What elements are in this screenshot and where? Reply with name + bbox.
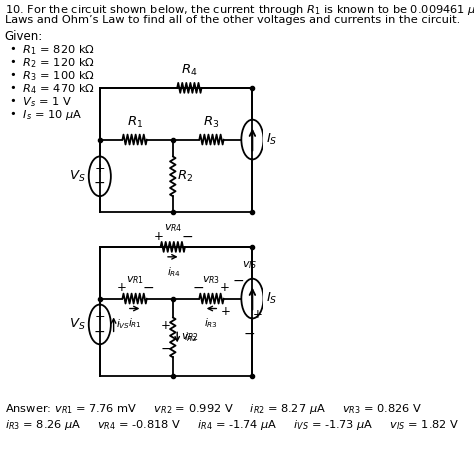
- Text: •  $R_2$ = 120 k$\Omega$: • $R_2$ = 120 k$\Omega$: [9, 56, 95, 70]
- Text: •  $V_s$ = 1 V: • $V_s$ = 1 V: [9, 95, 73, 109]
- Text: Laws and Ohm’s Law to find all of the other voltages and currents in the circuit: Laws and Ohm’s Law to find all of the ot…: [5, 15, 460, 25]
- Text: −: −: [192, 281, 204, 295]
- Text: $i_{R2}$: $i_{R2}$: [184, 330, 198, 344]
- Text: $i_{VS}$: $i_{VS}$: [116, 318, 130, 331]
- Text: −: −: [244, 326, 255, 340]
- Text: +: +: [253, 308, 263, 321]
- Text: +: +: [161, 319, 171, 332]
- Text: −: −: [94, 176, 106, 190]
- Text: $v_{R1}$: $v_{R1}$: [126, 274, 144, 286]
- Text: 10. For the circuit shown below, the current through $R_1$ is known to be 0.0094: 10. For the circuit shown below, the cur…: [5, 3, 474, 17]
- Text: $i_{R1}$: $i_{R1}$: [128, 316, 142, 330]
- Text: $i_{R4}$: $i_{R4}$: [167, 265, 181, 279]
- Text: $i_{R3}$ = 8.26 $\mu$A     $v_{R4}$ = -0.818 V     $i_{R4}$ = -1.74 $\mu$A     $: $i_{R3}$ = 8.26 $\mu$A $v_{R4}$ = -0.818…: [5, 418, 459, 432]
- Text: $v_{IS}$: $v_{IS}$: [242, 259, 257, 271]
- Text: −: −: [142, 281, 154, 295]
- Text: $i_{R3}$: $i_{R3}$: [204, 316, 219, 330]
- Text: −: −: [160, 342, 172, 356]
- Text: +: +: [94, 162, 105, 175]
- Text: −: −: [94, 324, 106, 338]
- Text: +: +: [221, 305, 231, 318]
- Text: $v_{R4}$: $v_{R4}$: [164, 222, 182, 234]
- Text: −: −: [182, 230, 193, 244]
- Text: +: +: [154, 230, 164, 244]
- Text: $R_3$: $R_3$: [203, 115, 219, 130]
- Text: •  $R_4$ = 470 k$\Omega$: • $R_4$ = 470 k$\Omega$: [9, 82, 95, 96]
- Text: Answer: $v_{R1}$ = 7.76 mV     $v_{R2}$ = 0.992 V     $i_{R2}$ = 8.27 $\mu$A    : Answer: $v_{R1}$ = 7.76 mV $v_{R2}$ = 0.…: [5, 402, 422, 416]
- Text: $v_{R3}$: $v_{R3}$: [202, 274, 220, 286]
- Text: +: +: [220, 281, 230, 294]
- Text: $R_4$: $R_4$: [181, 63, 198, 78]
- Text: $I_S$: $I_S$: [266, 291, 278, 306]
- Text: •  $I_s$ = 10 $\mu$A: • $I_s$ = 10 $\mu$A: [9, 108, 82, 122]
- Text: $R_2$: $R_2$: [177, 169, 193, 184]
- Text: •  $R_1$ = 820 k$\Omega$: • $R_1$ = 820 k$\Omega$: [9, 43, 95, 57]
- Text: $V_S$: $V_S$: [69, 169, 86, 184]
- Text: $V_S$: $V_S$: [69, 317, 86, 332]
- Text: $v_{R2}$: $v_{R2}$: [181, 331, 199, 343]
- Text: $I_S$: $I_S$: [266, 132, 278, 147]
- Text: Given:: Given:: [5, 30, 43, 43]
- Text: −: −: [232, 274, 244, 287]
- Text: •  $R_3$ = 100 k$\Omega$: • $R_3$ = 100 k$\Omega$: [9, 69, 95, 83]
- Text: +: +: [117, 281, 126, 294]
- Text: $R_1$: $R_1$: [127, 115, 143, 130]
- Text: +: +: [94, 310, 105, 323]
